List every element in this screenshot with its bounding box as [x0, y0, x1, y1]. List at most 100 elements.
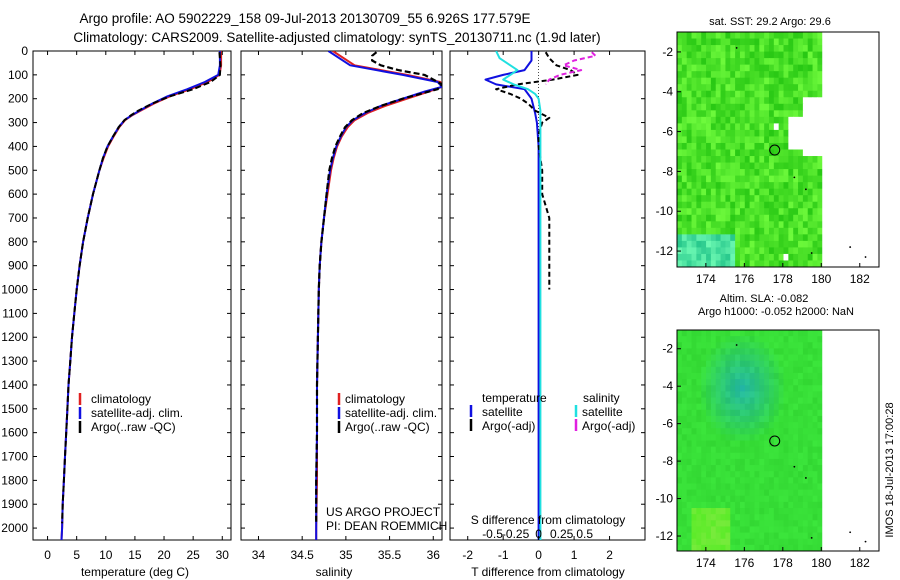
map-cell	[706, 434, 712, 442]
map-cell	[778, 77, 785, 85]
map-cell	[691, 428, 697, 435]
map-cell	[725, 38, 731, 46]
map-cell	[783, 97, 789, 105]
map-cell	[739, 208, 746, 216]
map-cell	[720, 84, 727, 92]
map-cell	[696, 84, 702, 92]
map-cell	[735, 422, 741, 429]
map-cell	[735, 123, 741, 131]
map-cell	[725, 544, 731, 551]
map-cell	[686, 366, 693, 374]
map-cell	[715, 336, 722, 343]
map-cell	[730, 240, 736, 249]
map-cell	[798, 32, 804, 40]
map-cell	[788, 477, 794, 485]
map-cell	[720, 77, 727, 85]
map-cell	[735, 403, 741, 411]
map-cell	[778, 253, 785, 262]
map-cell	[768, 64, 775, 72]
map-cell	[754, 452, 760, 460]
map-cell	[681, 182, 688, 190]
s-tick-label: 0	[535, 527, 542, 541]
map-cell	[778, 452, 785, 460]
map-cell	[744, 360, 751, 368]
map-cell	[798, 391, 804, 399]
map-cell	[807, 64, 814, 72]
map-cell	[696, 51, 702, 59]
map-cell	[812, 514, 818, 521]
map-cell	[730, 123, 736, 131]
map-cell	[768, 508, 775, 515]
map-cell	[730, 201, 736, 209]
map-cell	[735, 110, 741, 118]
map-cell	[691, 136, 697, 144]
map-cell	[754, 501, 760, 509]
map-cell	[764, 422, 770, 429]
map-cell	[817, 175, 823, 183]
map-cell	[706, 422, 712, 429]
map-cell	[812, 188, 818, 196]
map-cell	[788, 58, 794, 66]
map-cell	[730, 532, 736, 540]
map-cell	[764, 90, 770, 98]
map-cell	[701, 471, 707, 478]
map-cell	[798, 385, 804, 392]
map-cell	[744, 64, 751, 72]
map-cell	[783, 508, 789, 515]
map-cell	[812, 156, 818, 164]
map-cell	[788, 342, 794, 350]
map-cell	[686, 495, 693, 503]
map-cell	[677, 221, 683, 229]
map-cell	[696, 348, 702, 356]
map-cell	[710, 32, 717, 40]
map-cell	[706, 342, 712, 350]
map-cell	[715, 103, 722, 111]
map-cell	[735, 227, 741, 235]
x-tick-label: 0	[44, 548, 51, 562]
map-cell	[778, 208, 785, 216]
map-cell	[798, 514, 804, 521]
map-cell	[817, 58, 823, 66]
map-cell	[788, 162, 794, 170]
map-cell	[768, 253, 775, 262]
map-cell	[686, 156, 693, 164]
map-cell	[754, 90, 760, 98]
map-cell	[720, 156, 727, 164]
map-cell	[778, 142, 785, 151]
map-cell	[812, 90, 818, 98]
map-cell	[739, 201, 746, 209]
map-cell	[749, 64, 756, 72]
map-cell	[754, 477, 760, 485]
map-cell	[735, 471, 741, 478]
map-cell	[812, 391, 818, 399]
map-cell	[681, 508, 688, 515]
map-cell	[783, 422, 789, 429]
map-cell	[725, 247, 731, 255]
map-cell	[696, 526, 702, 534]
depth-tick-label: 100	[8, 68, 28, 82]
map-cell	[710, 360, 717, 368]
map-cell	[691, 385, 697, 392]
map-cell	[812, 520, 818, 528]
map-cell	[764, 221, 770, 229]
map-cell	[744, 253, 751, 262]
map-cell	[691, 379, 697, 386]
temperature-legend: climatology satellite-adj. clim. Argo(..…	[78, 392, 183, 434]
map-cell	[696, 182, 702, 190]
map-cell	[754, 156, 760, 164]
map-cell	[793, 520, 799, 528]
map-cell	[817, 110, 823, 118]
map-cell	[739, 136, 746, 144]
map-cell	[739, 366, 746, 374]
map-cell	[744, 123, 751, 131]
map-cell	[677, 116, 683, 124]
map-cell	[764, 440, 770, 448]
map-cell	[735, 360, 741, 368]
map-cell	[817, 440, 823, 448]
map-cell	[677, 129, 683, 138]
map-cell	[793, 234, 799, 242]
map-cell	[812, 422, 818, 429]
map-cell	[778, 501, 785, 509]
map-cell	[686, 77, 693, 85]
map-cell	[768, 123, 775, 131]
